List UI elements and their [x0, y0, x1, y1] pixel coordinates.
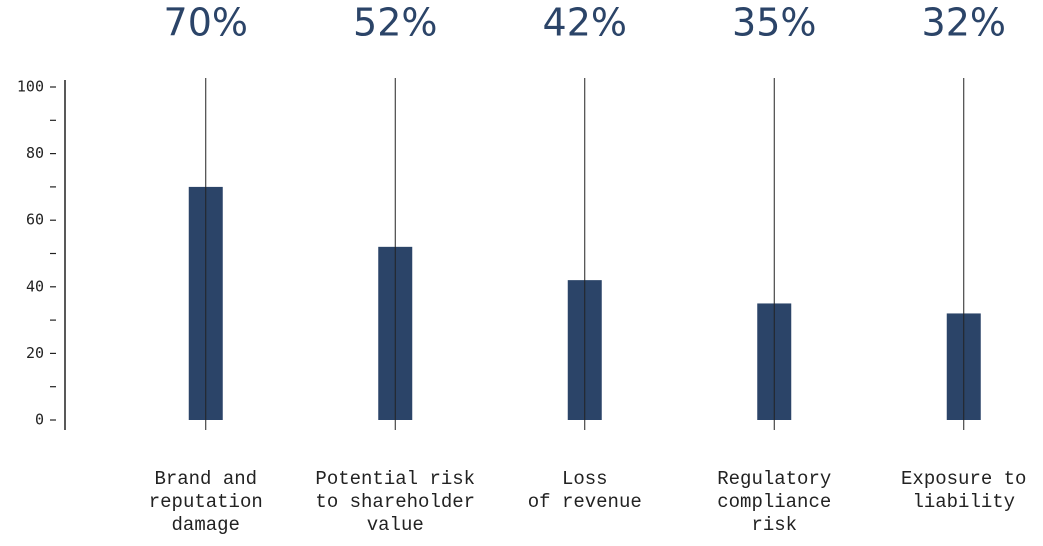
value-label: 42%: [543, 1, 627, 45]
value-label: 52%: [353, 1, 437, 45]
value-label: 32%: [922, 1, 1006, 45]
y-tick-label: 0: [35, 411, 44, 429]
y-tick-label: 40: [26, 277, 44, 295]
y-tick-label: 100: [17, 78, 44, 96]
x-tick-label: Exposure to liability: [901, 468, 1026, 513]
x-tick-label: Regulatory compliance risk: [717, 468, 831, 536]
x-tick-label: Potential risk to shareholder value: [315, 468, 475, 536]
y-tick-label: 20: [26, 344, 44, 362]
value-label: 35%: [732, 1, 816, 45]
y-tick-label: 80: [26, 144, 44, 162]
x-tick-label: Brand and reputation damage: [149, 468, 263, 536]
y-tick-label: 60: [26, 211, 44, 229]
x-tick-label: Loss of revenue: [528, 468, 642, 513]
value-label: 70%: [164, 1, 248, 45]
